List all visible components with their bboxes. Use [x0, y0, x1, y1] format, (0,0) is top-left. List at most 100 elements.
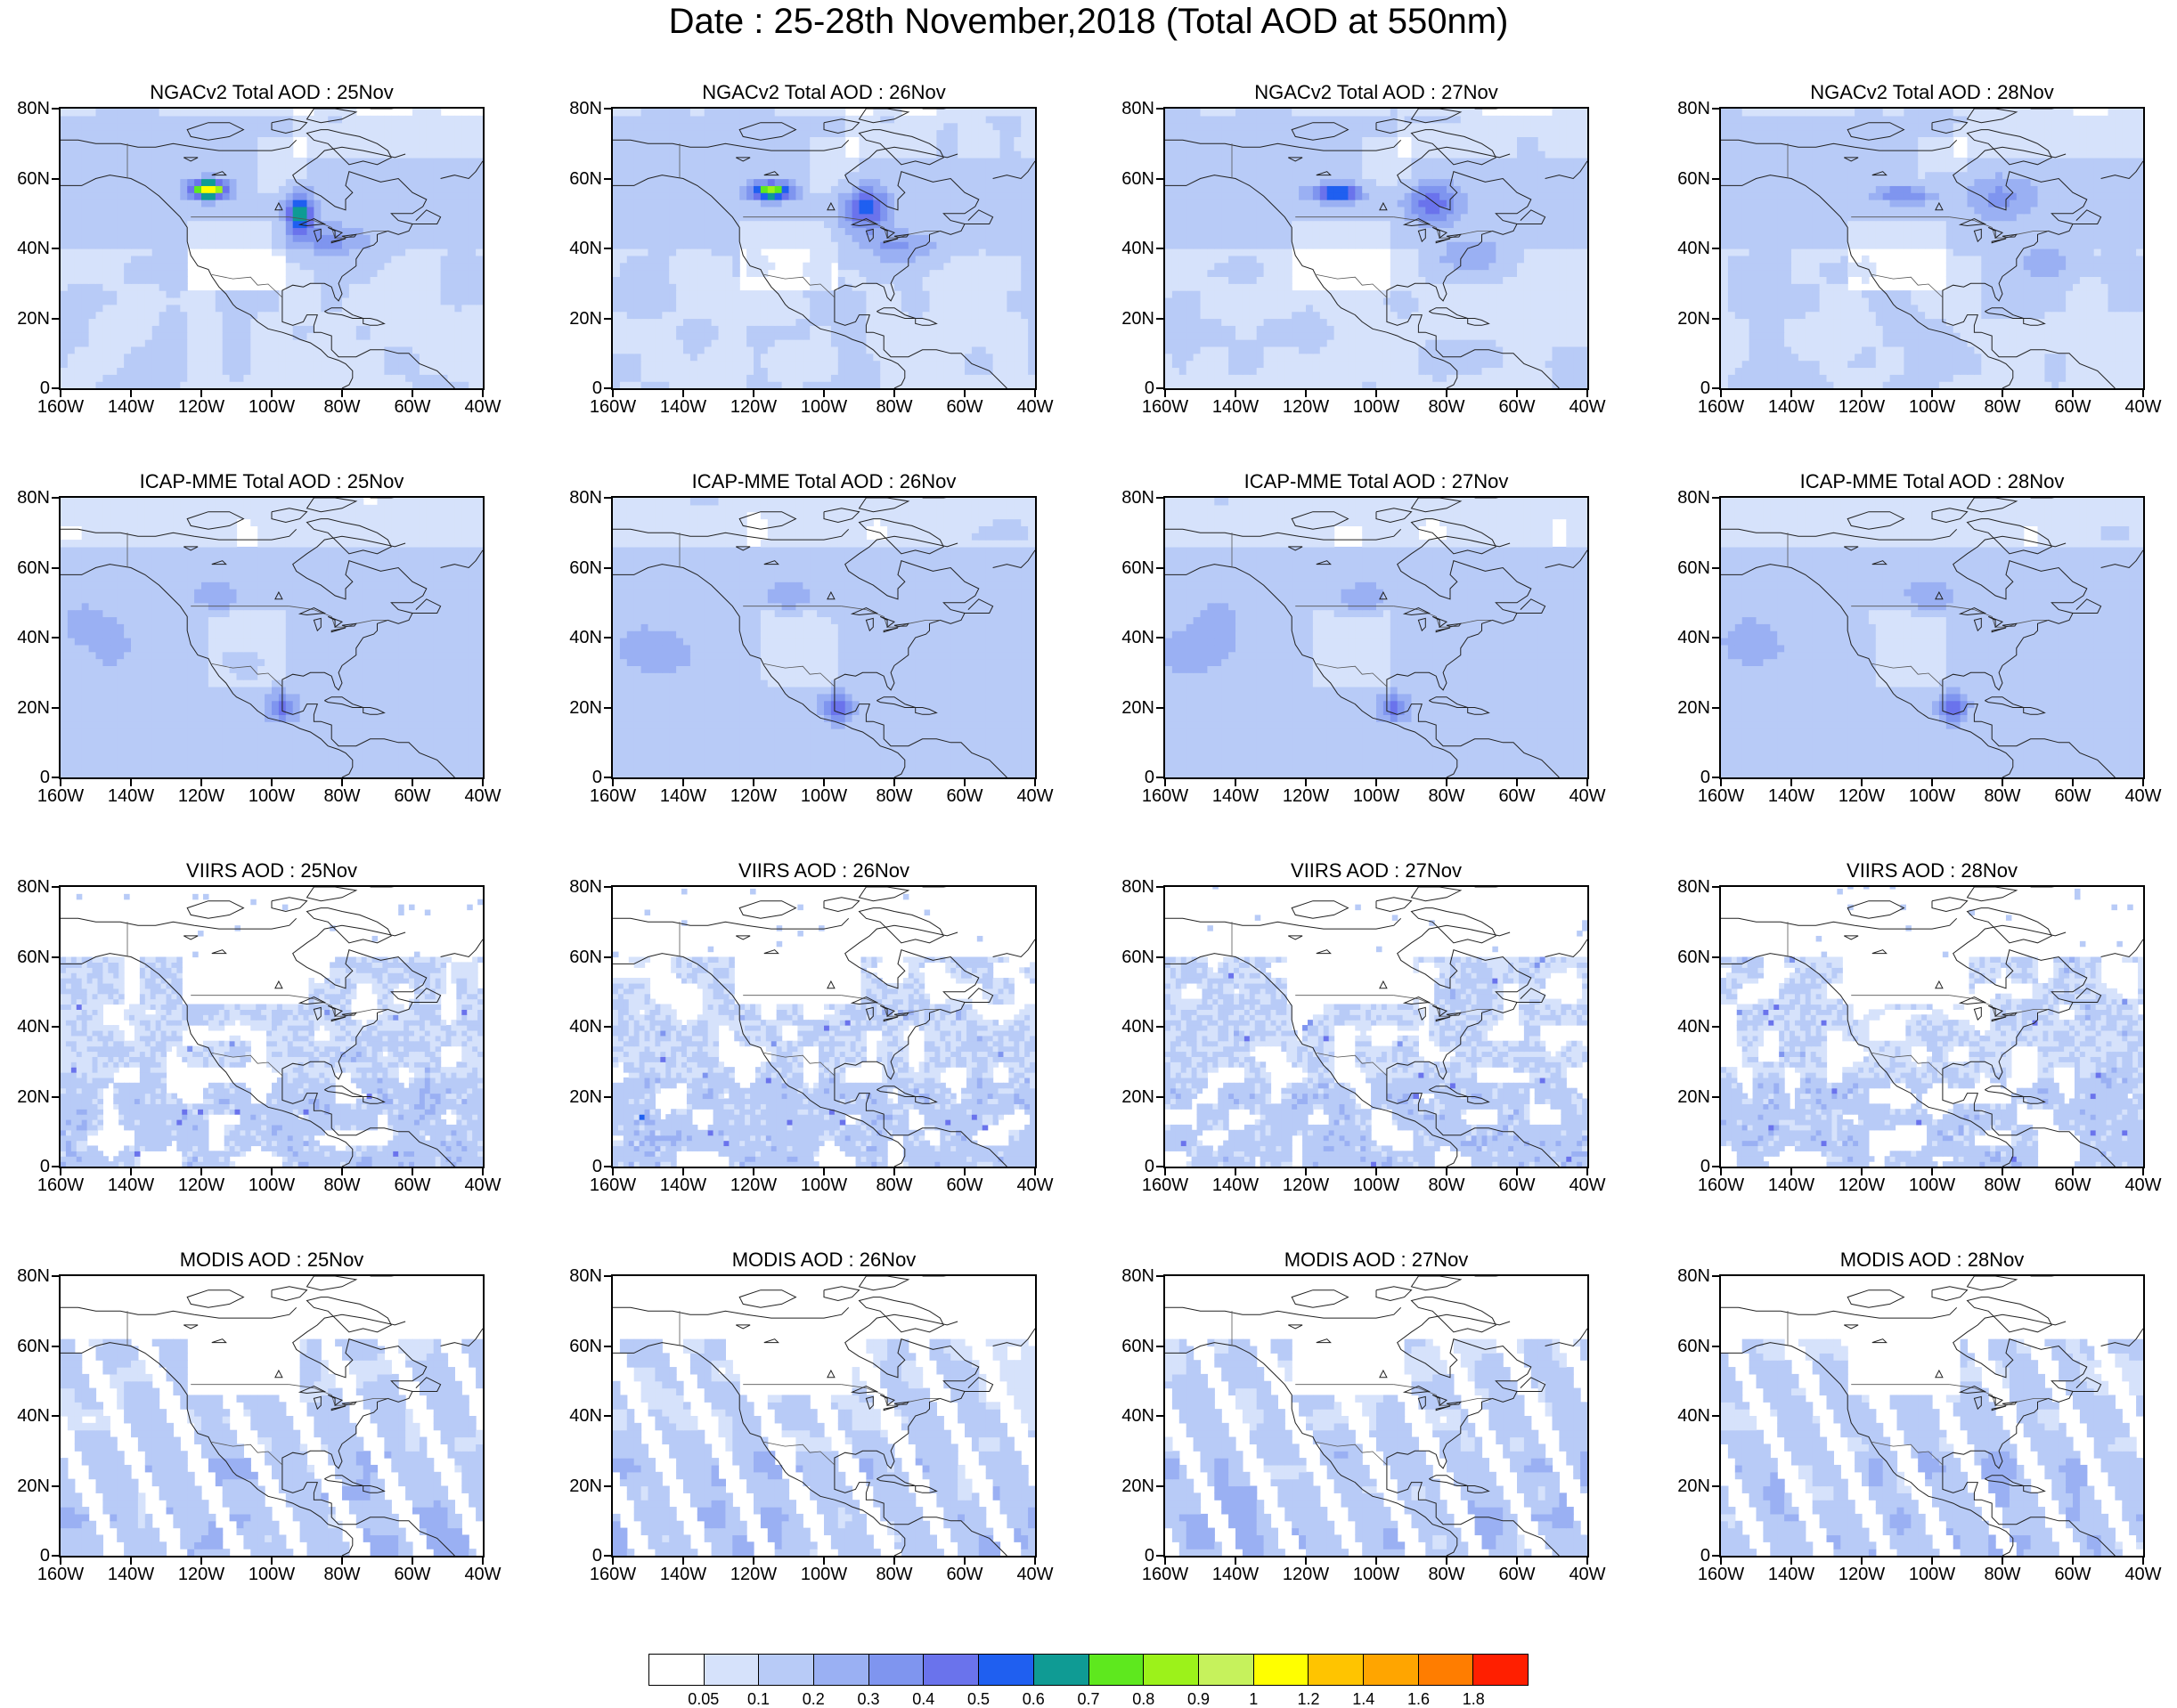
aod-cell [873, 241, 881, 249]
aod-cell [922, 185, 931, 193]
aod-cell [461, 206, 469, 215]
aod-cell [1460, 360, 1469, 369]
aod-cell [215, 353, 224, 362]
aod-cell [866, 122, 874, 131]
aod-cell [370, 332, 379, 340]
aod-cell [187, 164, 195, 173]
aod-cell [824, 150, 832, 159]
aod-cell [166, 276, 174, 284]
aod-cell [648, 241, 656, 249]
aod-cell [887, 185, 895, 193]
aod-cell [704, 234, 713, 242]
aod-cell [1028, 367, 1035, 375]
aod-cell [292, 325, 301, 333]
aod-cell [880, 248, 888, 256]
aod-cell [278, 129, 287, 137]
aod-cell [725, 339, 733, 347]
aod-cell [348, 297, 357, 305]
aod-cell [194, 115, 202, 124]
aod-cell [447, 276, 455, 284]
aod-cell [201, 339, 209, 347]
aod-cell [292, 297, 301, 305]
aod-cell [74, 122, 83, 131]
aod-cell [781, 122, 790, 131]
aod-cell [151, 220, 160, 229]
aod-cell [355, 199, 364, 207]
aod-cell [894, 374, 902, 382]
aod-cell [391, 178, 399, 186]
aod-cell [965, 164, 973, 173]
aod-cell [950, 234, 958, 242]
aod-cell [201, 241, 209, 249]
aod-cell [412, 185, 420, 193]
aod-cell [292, 318, 301, 326]
aod-cell [689, 318, 698, 326]
aod-cell [419, 206, 428, 215]
panel-title: NGACv2 Total AOD : 26Nov [611, 80, 1037, 105]
aod-cell [173, 150, 181, 159]
aod-cell [908, 374, 917, 382]
aod-cell [377, 353, 385, 362]
aod-cell [131, 109, 139, 117]
aod-cell [922, 360, 931, 369]
aod-cell [74, 374, 83, 382]
aod-cell [725, 318, 733, 326]
aod-cell [272, 185, 280, 193]
aod-cell [908, 192, 917, 200]
aod-cell [447, 115, 455, 124]
aod-cell [613, 206, 621, 215]
aod-cell [669, 248, 677, 256]
aod-cell [426, 171, 435, 180]
aod-cell [88, 199, 97, 207]
aod-cell [613, 227, 621, 235]
aod-cell [626, 206, 635, 215]
aod-cell [824, 199, 832, 207]
aod-cell [908, 227, 917, 235]
aod-cell [880, 122, 888, 131]
aod-cell [433, 115, 442, 124]
aod-cell [958, 171, 966, 180]
aod-cell [433, 136, 442, 144]
aod-cell [278, 157, 287, 166]
aod-cell [844, 192, 853, 200]
aod-cell [915, 171, 924, 180]
aod-cell [626, 143, 635, 151]
aod-cell [74, 157, 83, 166]
aod-cell [774, 220, 783, 229]
aod-cell [732, 185, 740, 193]
aod-cell [824, 262, 832, 271]
aod-cell [999, 290, 1007, 298]
aod-cell [370, 171, 379, 180]
aod-cell [88, 332, 97, 340]
aod-cell [817, 353, 825, 362]
aod-cell [208, 311, 216, 320]
aod-cell [81, 332, 90, 340]
aod-cell [469, 157, 477, 166]
aod-cell [971, 143, 980, 151]
aod-cell [314, 185, 322, 193]
aod-cell [201, 199, 209, 207]
aod-cell [633, 220, 642, 229]
map-panel: NGACv2 Total AOD : 27Nov 80N 60N 40N 20N 0 160… [1105, 80, 1605, 436]
aod-cell [718, 269, 726, 277]
aod-cell [306, 325, 314, 333]
aod-cell [321, 255, 329, 264]
aod-cell [788, 381, 796, 388]
aod-cell [117, 360, 125, 369]
aod-cell [102, 185, 110, 193]
aod-cell [250, 381, 258, 388]
aod-cell [1530, 360, 1539, 369]
aod-cell [781, 227, 790, 235]
aod-cell [689, 346, 698, 354]
aod-cell [272, 353, 280, 362]
aod-cell [626, 304, 635, 313]
aod-cell [689, 262, 698, 271]
aod-cell [405, 367, 413, 375]
aod-cell [1207, 367, 1215, 375]
aod-cell [852, 115, 860, 124]
aod-cell [626, 248, 635, 256]
aod-cell [243, 164, 251, 173]
country-border [289, 216, 388, 239]
aod-cell [1028, 150, 1035, 159]
aod-cell [95, 360, 103, 369]
